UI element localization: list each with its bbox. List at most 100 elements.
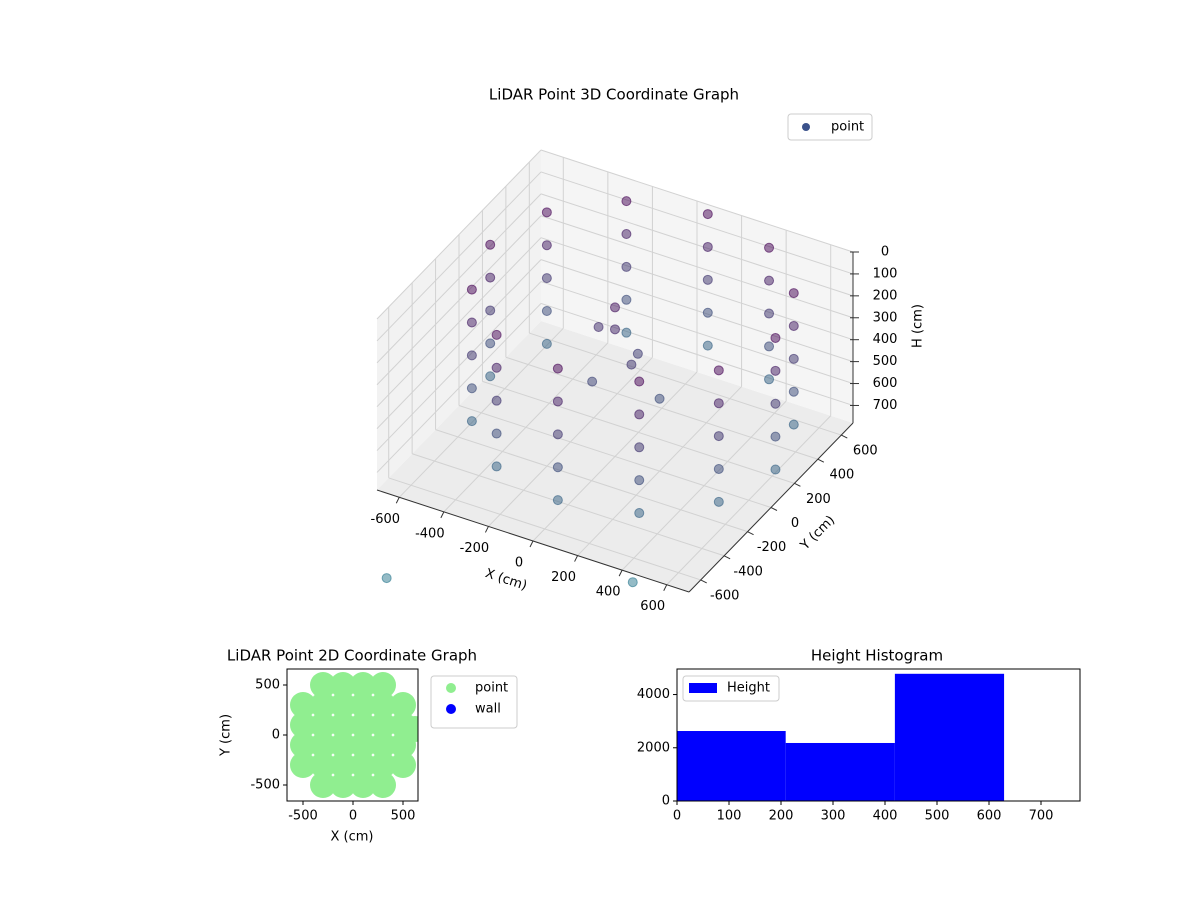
point (541, 305, 552, 316)
chart-title: LiDAR Point 2D Coordinate Graph (227, 647, 477, 665)
tick-mark (618, 569, 623, 577)
y-tick-label: -400 (733, 564, 763, 579)
point (491, 395, 502, 406)
x-tick-label: 700 (1029, 809, 1054, 824)
point (621, 261, 632, 272)
bar (677, 731, 786, 801)
point (552, 495, 563, 506)
point (541, 273, 552, 284)
point (485, 338, 496, 349)
point (485, 272, 496, 283)
grid-line (376, 259, 542, 429)
grid-line (388, 477, 701, 581)
frame (676, 668, 1081, 802)
point (593, 321, 604, 332)
point (370, 752, 396, 778)
point (370, 692, 396, 718)
x-tick-label: 500 (391, 809, 416, 824)
tick-mark (484, 526, 489, 533)
point (764, 374, 775, 385)
legend-marker (802, 123, 810, 131)
y-tick-label: 4000 (637, 687, 670, 702)
legend-label: point (475, 681, 508, 696)
grid-line (376, 303, 542, 473)
point (654, 393, 665, 404)
point (370, 772, 396, 798)
legend-label: wall (475, 702, 501, 717)
legend-box (682, 675, 780, 702)
y-tick-label: 0 (662, 794, 670, 809)
y-tick-label: 0 (791, 516, 799, 531)
grid-line (435, 429, 748, 533)
point (788, 386, 799, 397)
z-tick-label: 700 (873, 398, 898, 413)
x-tick-label: 600 (640, 599, 665, 614)
point (627, 577, 638, 588)
point (310, 692, 336, 718)
legend-patch (689, 683, 717, 693)
point (770, 398, 781, 409)
tick-mark (529, 540, 534, 548)
y-tick-label: 500 (255, 678, 280, 693)
point (290, 732, 316, 758)
x-tick-label: -400 (415, 526, 445, 541)
bar (785, 742, 895, 801)
z-tick-label: 500 (873, 354, 898, 369)
y-tick-label: 400 (829, 468, 854, 483)
point (702, 241, 713, 252)
x-tick-label: 100 (717, 809, 742, 824)
grid-line (540, 149, 854, 253)
point (290, 752, 316, 778)
legend-marker (446, 683, 456, 693)
grid-line (505, 356, 819, 460)
point (310, 732, 336, 758)
legend-label: Height (727, 681, 770, 696)
tick-mark (770, 507, 778, 511)
point (330, 732, 356, 758)
grid-line (376, 171, 542, 342)
x-tick-label: 0 (515, 556, 523, 571)
grid-line (540, 237, 854, 341)
point (621, 294, 632, 305)
point (621, 196, 632, 207)
point (621, 229, 632, 240)
point (702, 340, 713, 351)
y-tick-label: -500 (250, 778, 280, 793)
point (626, 359, 637, 370)
tick-mark (440, 511, 445, 519)
point (290, 692, 316, 718)
y-axis-label: Y (cm) (797, 513, 838, 554)
legend-box (787, 113, 873, 141)
y-tick-label: -200 (757, 540, 787, 555)
point (770, 431, 781, 442)
x-tick-label: -500 (288, 809, 318, 824)
point (330, 692, 356, 718)
legend-label: point (831, 120, 864, 135)
y-tick-label: 600 (853, 444, 878, 459)
point (634, 508, 645, 519)
point (764, 341, 775, 352)
point (764, 275, 775, 286)
grid-line (540, 259, 854, 363)
z-tick-label: 100 (873, 266, 898, 281)
point (290, 712, 316, 738)
point (541, 207, 552, 218)
point (788, 288, 799, 299)
grid-line (482, 380, 795, 484)
z-tick-label: 400 (873, 332, 898, 347)
x-tick-label: 500 (925, 809, 950, 824)
point (634, 409, 645, 420)
point (491, 461, 502, 472)
bar (894, 673, 1005, 801)
chart-title: Height Histogram (811, 647, 943, 665)
point (310, 672, 336, 698)
tick-mark (747, 531, 754, 536)
point (552, 429, 563, 440)
grid-line (529, 332, 842, 436)
point (541, 240, 552, 251)
y-axis-label: Y (cm) (219, 714, 234, 757)
point (310, 752, 336, 778)
tick-mark (663, 584, 668, 591)
grid-line (376, 149, 542, 320)
